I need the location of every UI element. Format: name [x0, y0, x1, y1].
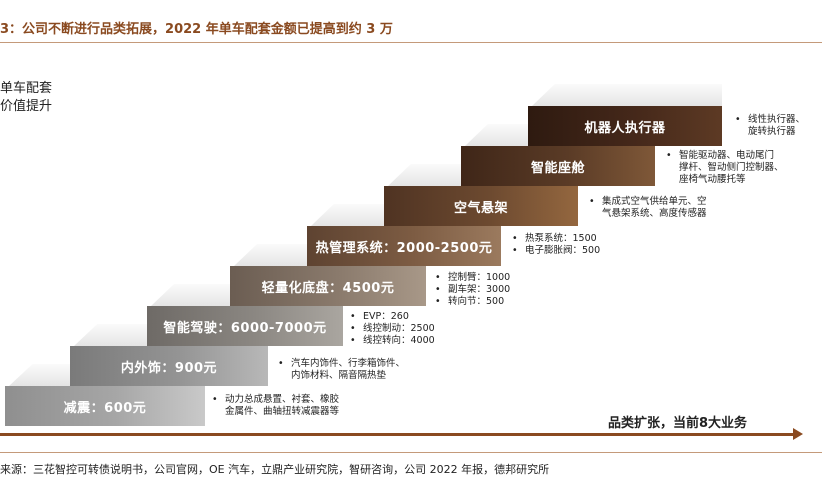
- step-7-bullets: • 智能驱动器、电动尾门 撑杆、智动侧门控制器、 座椅气动腰托等: [666, 150, 784, 186]
- bullet-dot: •: [666, 150, 672, 161]
- bullet-text: 电子膨胀阀：500: [525, 245, 601, 256]
- bullet-item: • 汽车内饰件、行李箱饰件、: [278, 358, 405, 370]
- bullet-item: • 转向节：500: [435, 296, 510, 308]
- bullet-dot: •: [512, 233, 518, 244]
- step-label: 机器人执行器: [584, 120, 666, 136]
- step-label: 内外饰：900元: [120, 360, 218, 376]
- bullet-item: 撑杆、智动侧门控制器、: [666, 162, 784, 174]
- step-5-bullets: • 热泵系统：1500 • 电子膨胀阀：500: [512, 233, 600, 257]
- bullet-dot: •: [350, 323, 356, 334]
- step-3-bullets: • EVP：260 • 线控制动：2500 • 线控转向：4000: [350, 311, 435, 347]
- bullet-dot: [589, 208, 602, 220]
- bullet-item: • 智能驱动器、电动尾门: [666, 150, 784, 162]
- bullet-item: • 集成式空气供给单元、空: [589, 196, 707, 208]
- source-note: 来源：三花智控可转债说明书，公司官网，OE 汽车，立鼎产业研究院，智研咨询，公司…: [0, 463, 550, 476]
- bullet-item: • 电子膨胀阀：500: [512, 245, 600, 257]
- bullet-text: 热泵系统：1500: [525, 233, 597, 244]
- bullet-item: • 线控制动：2500: [350, 323, 435, 335]
- bullet-item: • 线性执行器、: [735, 114, 805, 126]
- step-8-bullets: • 线性执行器、 旋转执行器: [735, 114, 805, 138]
- step-label: 轻量化底盘：4500元: [261, 280, 395, 296]
- bullet-dot: •: [435, 284, 441, 295]
- side-note: 单车配套 价值提升: [0, 80, 52, 116]
- bullet-text: 副车架：3000: [448, 284, 511, 295]
- bullet-text: 线控转向：4000: [363, 335, 435, 346]
- bullet-text: 转向节：500: [448, 296, 505, 307]
- step-top-face: [532, 84, 722, 106]
- side-note-line-1: 单车配套: [0, 81, 53, 96]
- bullet-item: • EVP：260: [350, 311, 435, 323]
- bullet-text: 集成式空气供给单元、空: [602, 196, 707, 207]
- bullet-text: EVP：260: [363, 311, 409, 322]
- bullet-item: • 线控转向：4000: [350, 335, 435, 347]
- step-7: 智能座舱: [461, 146, 655, 186]
- bullet-dot: [735, 126, 748, 138]
- bullet-item: • 副车架：3000: [435, 284, 510, 296]
- bullet-item: • 控制臂：1000: [435, 272, 510, 284]
- step-label: 智能驾驶：6000-7000元: [163, 320, 327, 336]
- bullet-text: 动力总成悬置、衬套、橡胶: [225, 394, 340, 405]
- expansion-arrow-line: [0, 433, 795, 436]
- figure-title: 3：公司不断进行品类拓展，2022 年单车配套金额已提高到约 3 万: [0, 22, 393, 37]
- step-label: 热管理系统：2000-2500元: [315, 240, 493, 256]
- bullet-item: • 热泵系统：1500: [512, 233, 600, 245]
- step-label: 减震：600元: [63, 400, 147, 416]
- title-divider: [0, 42, 822, 43]
- bullet-dot: •: [212, 394, 218, 405]
- step-3: 智能驾驶：6000-7000元: [147, 306, 343, 346]
- bullet-item: 旋转执行器: [735, 126, 805, 138]
- bullet-dot: •: [435, 296, 441, 307]
- step-4-bullets: • 控制臂：1000 • 副车架：3000 • 转向节：500: [435, 272, 510, 308]
- bullet-text: 线控制动：2500: [363, 323, 435, 334]
- step-label: 智能座舱: [530, 160, 585, 176]
- bullet-text: 控制臂：1000: [448, 272, 511, 283]
- step-2-bullets: • 汽车内饰件、行李箱饰件、 内饰材料、隔音隔热垫: [278, 358, 405, 382]
- step-5: 热管理系统：2000-2500元: [307, 226, 501, 266]
- bullet-dot: •: [350, 335, 356, 346]
- bullet-dot: •: [278, 358, 284, 369]
- bullet-text: 金属件、曲轴扭转减震器等: [225, 406, 340, 417]
- expansion-arrow-label: 品类扩张，当前8大业务: [608, 416, 748, 431]
- bullet-dot: •: [350, 311, 356, 322]
- bullet-dot: •: [735, 114, 741, 125]
- step-8: 机器人执行器: [528, 106, 722, 146]
- bullet-dot: •: [589, 196, 595, 207]
- step-6-bullets: • 集成式空气供给单元、空 气悬架系统、高度传感器: [589, 196, 707, 220]
- bullet-item: 内饰材料、隔音隔热垫: [278, 370, 405, 382]
- step-6: 空气悬架: [384, 186, 578, 226]
- bullet-text: 线性执行器、: [748, 114, 806, 125]
- expansion-arrow-head: [793, 428, 803, 440]
- bullet-item: • 动力总成悬置、衬套、橡胶: [212, 394, 339, 406]
- step-2: 内外饰：900元: [70, 346, 268, 386]
- bullet-item: 金属件、曲轴扭转减震器等: [212, 406, 339, 418]
- bullet-item: 气悬架系统、高度传感器: [589, 208, 707, 220]
- bullet-dot: [666, 174, 679, 186]
- bullet-dot: [666, 162, 679, 174]
- step-label: 空气悬架: [453, 200, 508, 216]
- step-1: 减震：600元: [5, 386, 205, 426]
- bullet-text: 旋转执行器: [748, 126, 796, 137]
- bullet-text: 内饰材料、隔音隔热垫: [291, 370, 387, 381]
- step-1-bullets: • 动力总成悬置、衬套、橡胶 金属件、曲轴扭转减震器等: [212, 394, 339, 418]
- bullet-item: 座椅气动腰托等: [666, 174, 784, 186]
- source-divider: [0, 452, 822, 453]
- bullet-text: 智能驱动器、电动尾门: [679, 150, 775, 161]
- bullet-dot: •: [512, 245, 518, 256]
- bullet-text: 撑杆、智动侧门控制器、: [679, 162, 784, 173]
- bullet-text: 气悬架系统、高度传感器: [602, 208, 707, 219]
- bullet-text: 座椅气动腰托等: [679, 174, 746, 185]
- step-4: 轻量化底盘：4500元: [230, 266, 426, 306]
- side-note-line-2: 价值提升: [0, 99, 53, 114]
- bullet-dot: [212, 406, 225, 418]
- bullet-dot: [278, 370, 291, 382]
- bullet-dot: •: [435, 272, 441, 283]
- bullet-text: 汽车内饰件、行李箱饰件、: [291, 358, 406, 369]
